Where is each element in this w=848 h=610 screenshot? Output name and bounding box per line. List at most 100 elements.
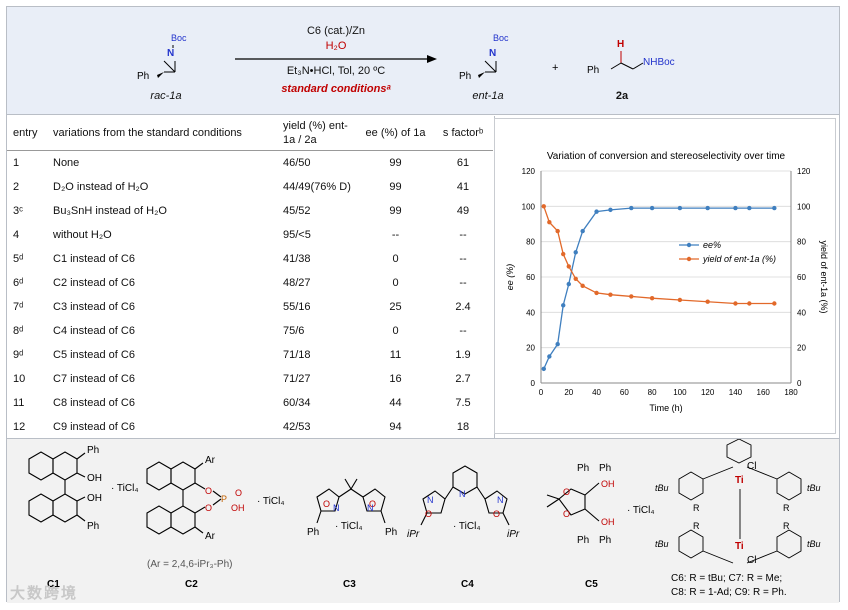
data-point: [547, 354, 552, 359]
y2-tick-label: 100: [797, 202, 811, 211]
cell-s-factor: 2.4: [455, 301, 471, 313]
svg-text:O: O: [205, 486, 212, 496]
table-row: 4 without H₂O 95/<5 -- --: [7, 223, 493, 247]
svg-text:Ph: Ph: [577, 463, 589, 474]
catalyst-panel: Ph OH OH Ph · TiCl₄ C1 Ar Ar O O P O OH …: [7, 438, 839, 603]
substrate-label: rac-1a: [150, 90, 182, 102]
product2-label: 2a: [615, 90, 629, 102]
legend-label: yield of ent-1a (%): [702, 254, 776, 264]
chart-title: Variation of conversion and stereoselect…: [547, 151, 786, 162]
catalyst-line: C6 (cat.)/Zn: [306, 25, 366, 37]
y2-tick-label: 0: [797, 379, 802, 388]
time-course-chart: Variation of conversion and stereoselect…: [505, 151, 829, 413]
cell-variation: C8 instead of C6: [53, 397, 135, 409]
svg-text:N: N: [427, 495, 434, 505]
data-point: [547, 220, 552, 225]
svg-text:Ph: Ph: [577, 535, 589, 546]
x-tick-label: 180: [784, 388, 798, 397]
cell-yield: 45/52: [283, 205, 311, 217]
data-point: [541, 366, 546, 372]
cell-yield: 95/<5: [283, 229, 311, 241]
y-tick-label: 100: [522, 202, 536, 211]
data-point: [580, 228, 585, 234]
table-row: 9ᵈ C5 instead of C6 71/18 11 1.9: [7, 343, 493, 367]
data-point: [608, 292, 613, 297]
standard-conditions-line: standard conditionsᵃ: [281, 83, 391, 95]
x-axis-label: Time (h): [649, 403, 682, 413]
cell-entry: 8ᵈ: [13, 325, 24, 337]
cell-entry: 11: [13, 397, 25, 409]
svg-text:OH: OH: [231, 503, 245, 513]
x-tick-label: 120: [701, 388, 715, 397]
data-point: [677, 205, 683, 211]
y2-tick-label: 40: [797, 308, 806, 317]
x-tick-label: 140: [729, 388, 743, 397]
cell-entry: 6ᵈ: [13, 277, 24, 289]
data-point: [772, 205, 777, 211]
table-row: 2 D₂O instead of H₂O 44/49(76% D) 99 41: [7, 175, 493, 199]
product-ent-1a-structure: Boc N Ph: [459, 33, 509, 82]
svg-text:· TiCl₄: · TiCl₄: [453, 521, 480, 532]
data-point: [580, 283, 585, 289]
svg-text:OH: OH: [601, 517, 615, 527]
svg-text:iPr: iPr: [407, 529, 420, 540]
c2-ar-definition: (Ar = 2,4,6-iPr₃-Ph): [147, 559, 232, 570]
cell-yield: 41/38: [283, 253, 311, 265]
y-tick-label: 120: [522, 167, 536, 176]
svg-text:+: +: [552, 62, 558, 74]
table-row: 11 C8 instead of C6 60/34 44 7.5: [7, 391, 493, 415]
cell-variation: C9 instead of C6: [53, 415, 283, 440]
cell-variation: C2 instead of C6: [53, 277, 135, 289]
legend-label: ee%: [703, 240, 721, 250]
svg-text:Boc: Boc: [171, 33, 187, 43]
svg-text:N: N: [167, 48, 174, 59]
svg-text:Boc: Boc: [493, 33, 509, 43]
data-point: [573, 276, 578, 281]
data-point: [555, 228, 560, 234]
x-tick-label: 20: [564, 388, 573, 397]
y2-tick-label: 20: [797, 344, 806, 353]
data-point: [561, 303, 566, 308]
cell-ee: 99: [389, 205, 402, 217]
cell-entry: 10: [13, 373, 26, 385]
svg-text:O: O: [563, 487, 570, 497]
cell-variation: C1 instead of C6: [53, 253, 135, 265]
data-point: [772, 301, 777, 306]
svg-text:O: O: [493, 509, 500, 519]
table-row: 3ᶜ Bu₃SnH instead of H₂O 45/52 99 49: [7, 199, 493, 223]
table-header-row: entry variations from the standard condi…: [7, 116, 493, 151]
c2-structure: [146, 461, 222, 535]
cell-ee: 0: [392, 277, 399, 289]
data-point: [594, 209, 599, 214]
cell-entry: 3ᶜ: [13, 205, 24, 217]
svg-text:tBu: tBu: [807, 483, 821, 493]
svg-text:R: R: [783, 521, 790, 531]
cell-ee: 25: [389, 301, 402, 313]
data-point: [747, 205, 752, 211]
additive-line: Et₃N•HCl, Tol, 20 ºC: [286, 65, 386, 77]
svg-text:O: O: [205, 503, 212, 513]
cell-variation: C4 instead of C6: [53, 325, 135, 337]
svg-text:O: O: [369, 499, 376, 509]
data-point: [705, 205, 710, 211]
cell-yield: 60/34: [283, 397, 311, 409]
cell-s-factor: --: [459, 277, 467, 289]
data-point: [541, 204, 546, 209]
svg-text:C5: C5: [585, 579, 598, 590]
cell-entry: 9ᵈ: [13, 349, 24, 361]
cell-ee: 99: [389, 181, 402, 193]
svg-text:Ph: Ph: [587, 65, 599, 76]
svg-text:Ph: Ph: [459, 71, 471, 82]
table-row: 5ᵈ C1 instead of C6 41/38 0 --: [7, 247, 493, 271]
svg-text:Ph: Ph: [137, 71, 149, 82]
svg-text:Cl: Cl: [747, 555, 756, 566]
svg-text:C1: C1: [47, 579, 60, 590]
c4-structure: [420, 465, 510, 526]
cell-yield: 71/18: [283, 349, 311, 361]
svg-text:tBu: tBu: [807, 539, 821, 549]
cell-ee: 0: [392, 325, 399, 337]
legend-marker: [686, 242, 692, 248]
cell-entry: 2: [13, 181, 20, 193]
cell-s-factor: 1.9: [455, 349, 471, 361]
svg-text:NHBoc: NHBoc: [643, 57, 675, 68]
